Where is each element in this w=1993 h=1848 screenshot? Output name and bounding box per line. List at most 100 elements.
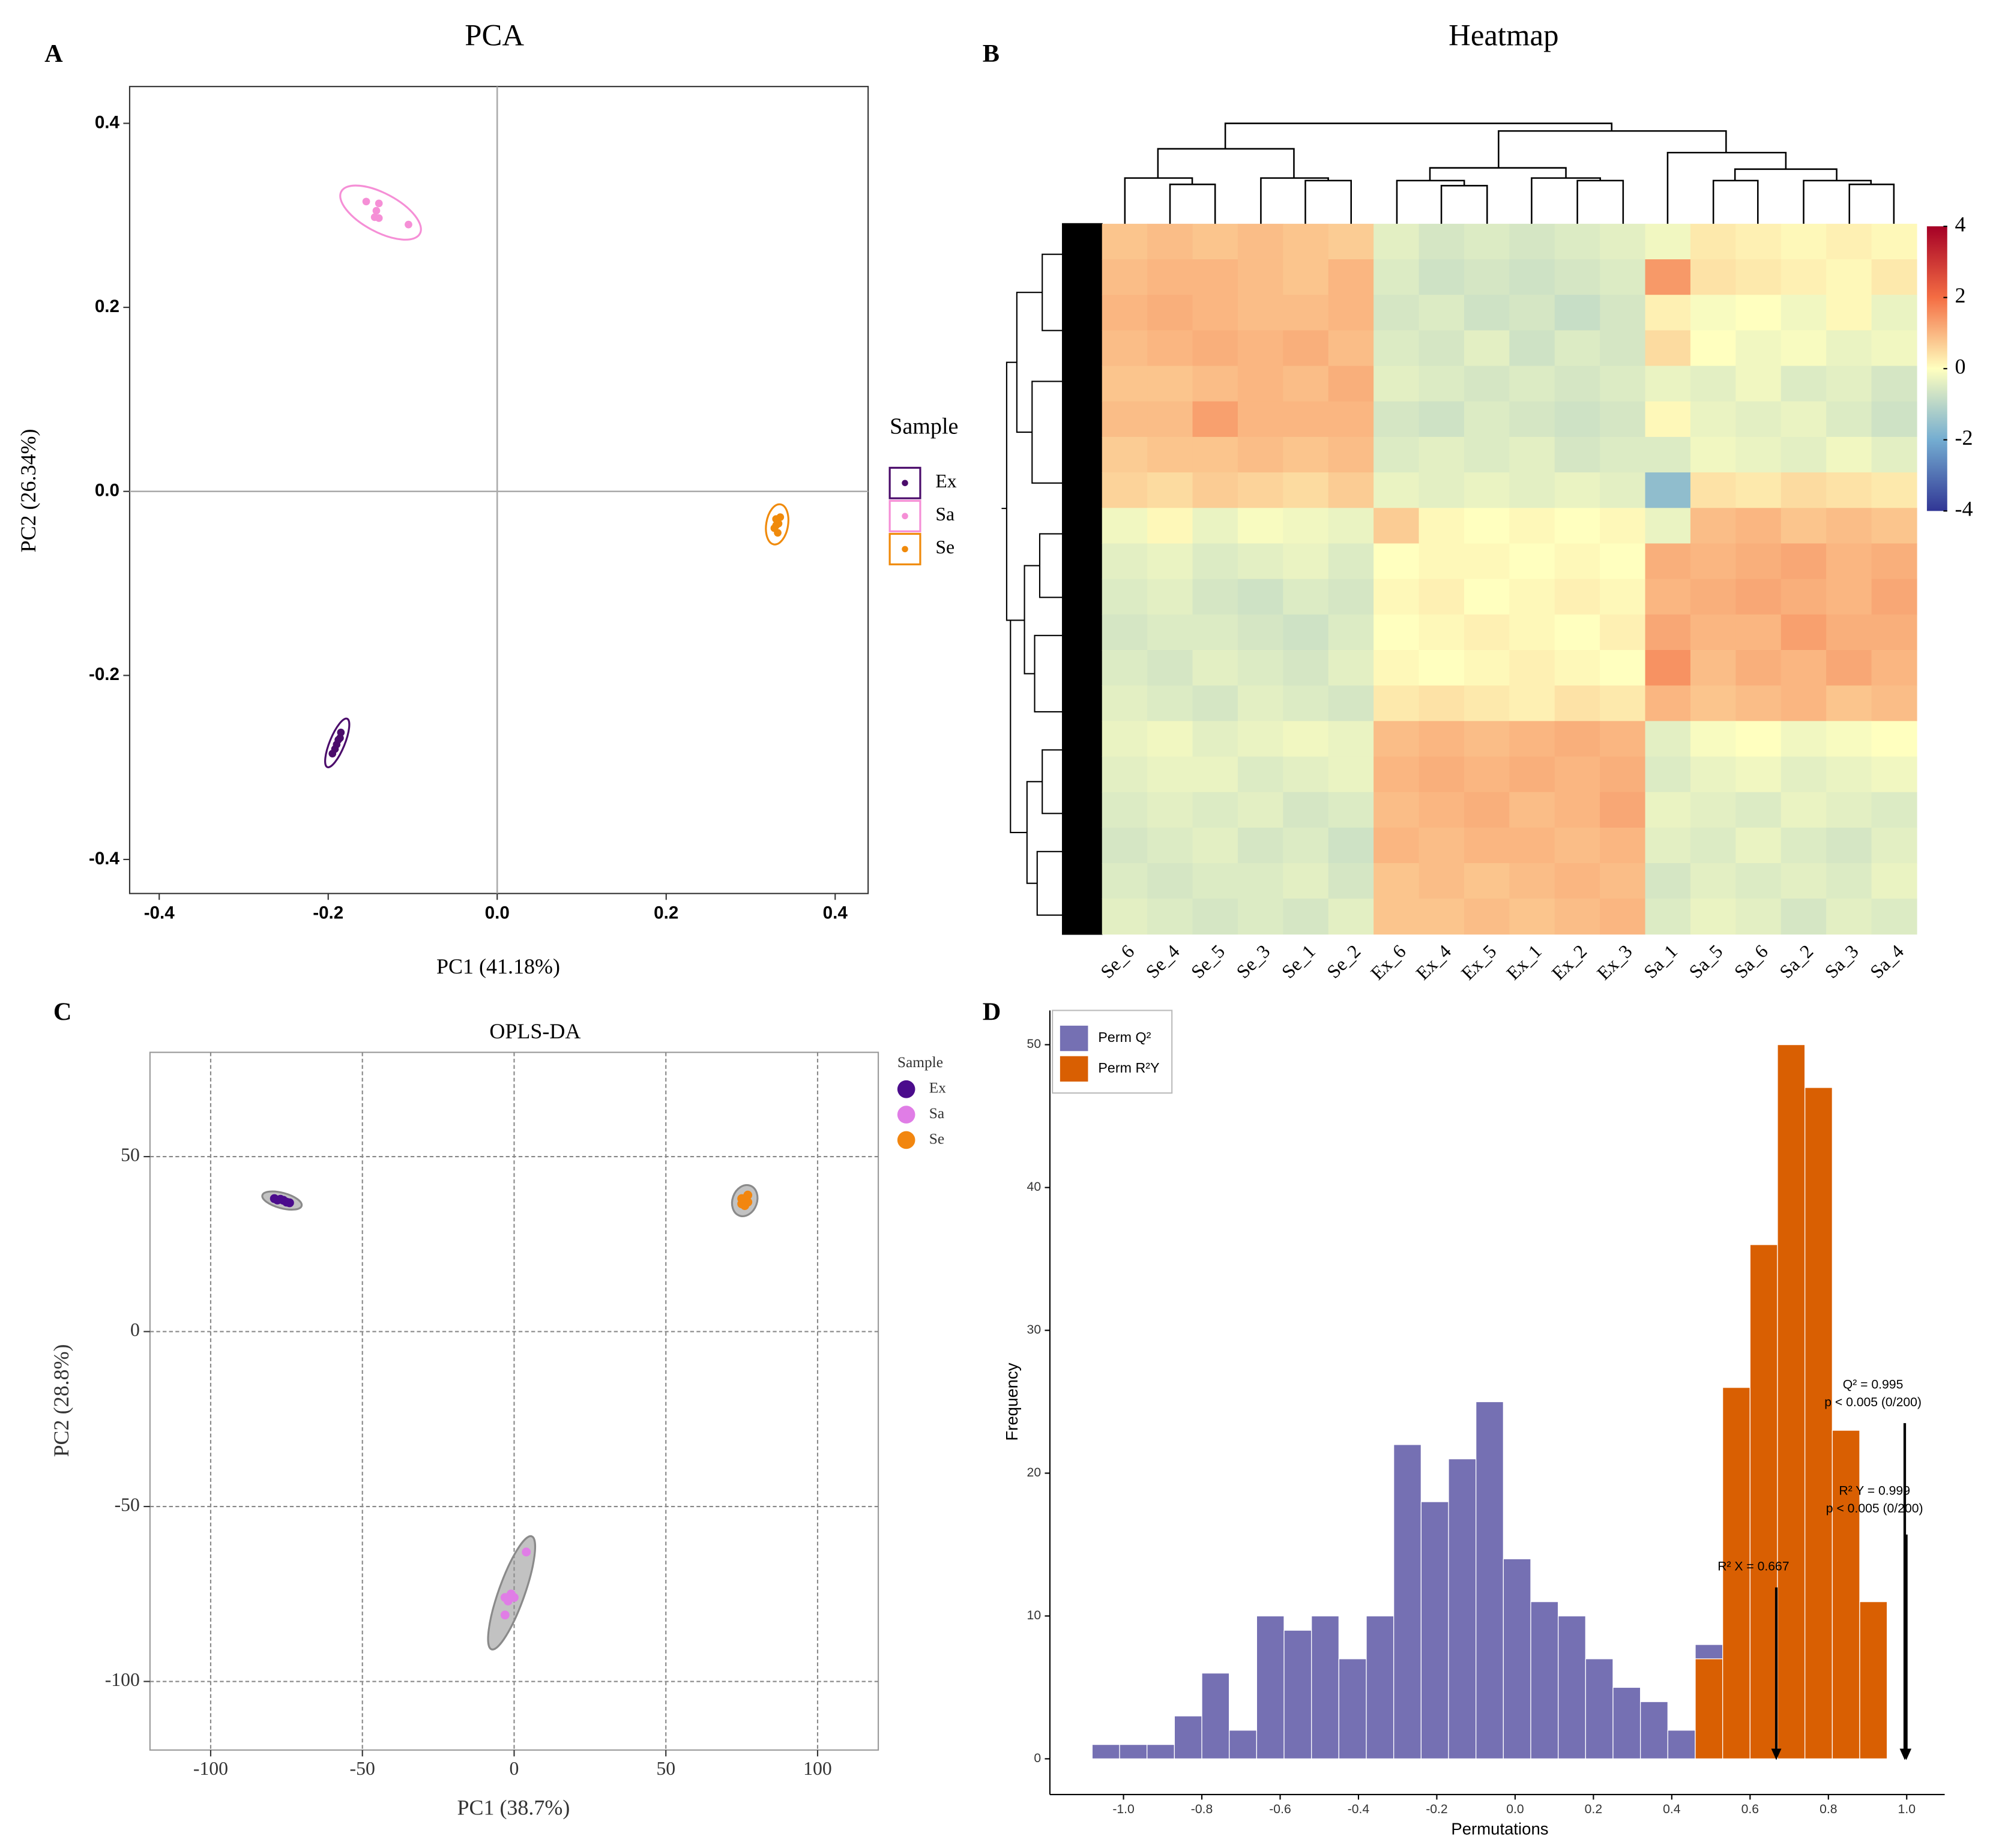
heatmap-cell — [1283, 330, 1329, 367]
heatmap-cell — [1735, 863, 1782, 899]
heatmap-cell — [1509, 366, 1555, 402]
panel-label: C — [53, 998, 72, 1026]
heatmap-cell — [1147, 685, 1193, 721]
heatmap-cell — [1735, 756, 1782, 793]
heatmap-cell — [1871, 223, 1917, 260]
heatmap-cell — [1826, 614, 1872, 651]
heatmap-cell — [1826, 792, 1872, 828]
heatmap-cell — [1147, 827, 1193, 864]
heatmap-cell — [1600, 721, 1646, 757]
point — [740, 1194, 750, 1203]
plot-frame — [128, 86, 869, 894]
heatmap-cell — [1826, 295, 1872, 331]
x-tick-label: -0.2 — [1426, 1802, 1447, 1816]
heatmap-cell — [1826, 579, 1872, 615]
heatmap-cell — [1147, 756, 1193, 793]
heatmap-cell — [1690, 863, 1736, 899]
confidence-ellipse — [339, 184, 422, 241]
colorbar-tick-label: 2 — [1955, 283, 1965, 307]
histogram-bar — [1530, 1601, 1559, 1760]
heatmap-cell — [1328, 330, 1374, 367]
heatmap-cell — [1509, 259, 1555, 295]
heatmap-cell — [1871, 685, 1917, 721]
heatmap-cell — [1283, 721, 1329, 757]
heatmap-cell — [1147, 223, 1193, 260]
annotation-text: R² X = 0.667 — [1717, 1560, 1789, 1574]
heatmap-cell — [1735, 898, 1782, 935]
heatmap-cell — [1102, 827, 1148, 864]
heatmap-cell — [1192, 543, 1238, 580]
heatmap-cell — [1237, 223, 1283, 260]
heatmap-cell — [1419, 685, 1465, 721]
heatmap-cell — [1464, 792, 1510, 828]
panel-label: D — [983, 998, 1001, 1026]
heatmap-cell — [1464, 508, 1510, 544]
heatmap-cell — [1871, 721, 1917, 757]
heatmap-cell — [1780, 295, 1827, 331]
x-tick-label: 0 — [510, 1758, 519, 1779]
heatmap-cell — [1192, 685, 1238, 721]
histogram-bar — [1393, 1444, 1422, 1760]
heatmap-cell — [1237, 401, 1283, 438]
heatmap-cell — [1780, 898, 1827, 935]
legend-label: Se — [929, 1130, 944, 1147]
heatmap-cell — [1283, 259, 1329, 295]
heatmap-cell — [1509, 223, 1555, 260]
heatmap-cell — [1645, 579, 1691, 615]
y-tick-label: 50 — [1027, 1037, 1042, 1051]
heatmap-cell — [1735, 366, 1782, 402]
histogram-bar — [1091, 1744, 1120, 1760]
y-tick-label: 40 — [1027, 1180, 1042, 1194]
heatmap-cell — [1328, 650, 1374, 686]
heatmap-cell — [1735, 792, 1782, 828]
heatmap-cell — [1373, 792, 1420, 828]
heatmap-cell — [1735, 650, 1782, 686]
heatmap-cell — [1871, 827, 1917, 864]
y-tick-label: -50 — [115, 1494, 140, 1515]
heatmap-cell — [1373, 543, 1420, 580]
heatmap-cell — [1735, 223, 1782, 260]
heatmap-cell — [1690, 330, 1736, 367]
legend-label: Ex — [935, 471, 956, 492]
heatmap-cell — [1735, 543, 1782, 580]
heatmap-cell — [1464, 614, 1510, 651]
x-tick-label: 50 — [656, 1758, 675, 1779]
heatmap-cell — [1464, 650, 1510, 686]
heatmap-cell — [1826, 685, 1872, 721]
heatmap-cell — [1283, 792, 1329, 828]
heatmap-cell — [1192, 436, 1238, 473]
heatmap-cell — [1690, 259, 1736, 295]
heatmap-cell — [1373, 366, 1420, 402]
heatmap-cell — [1464, 827, 1510, 864]
histogram-bar — [1201, 1672, 1230, 1760]
heatmap-cell — [1509, 330, 1555, 367]
histogram-bar — [1420, 1501, 1449, 1760]
heatmap-cell — [1645, 472, 1691, 508]
heatmap-cell — [1283, 543, 1329, 580]
heatmap-cell — [1826, 330, 1872, 367]
histogram-bar — [1695, 1658, 1723, 1760]
heatmap-cell — [1147, 366, 1193, 402]
heatmap-cell — [1600, 579, 1646, 615]
heatmap-cell — [1600, 223, 1646, 260]
x-tick-label: 0.0 — [1506, 1802, 1524, 1816]
heatmap-cell — [1464, 543, 1510, 580]
heatmap-cell — [1147, 472, 1193, 508]
histogram-bar — [1174, 1715, 1202, 1760]
heatmap-cell — [1419, 330, 1465, 367]
heatmap-cell — [1600, 508, 1646, 544]
heatmap-cell — [1690, 756, 1736, 793]
x-axis-label: PC1 (41.18%) — [436, 954, 560, 978]
heatmap-cell — [1871, 401, 1917, 438]
heatmap-cell — [1780, 792, 1827, 828]
heatmap-cell — [1600, 827, 1646, 864]
heatmap-cell — [1554, 436, 1600, 473]
heatmap-cell — [1780, 436, 1827, 473]
heatmap-cell — [1192, 792, 1238, 828]
x-tick-label: -0.4 — [1348, 1802, 1370, 1816]
heatmap-cell — [1690, 295, 1736, 331]
heatmap-cell — [1237, 436, 1283, 473]
heatmap-cell — [1373, 863, 1420, 899]
heatmap-cell — [1102, 721, 1148, 757]
heatmap-cell — [1419, 436, 1465, 473]
